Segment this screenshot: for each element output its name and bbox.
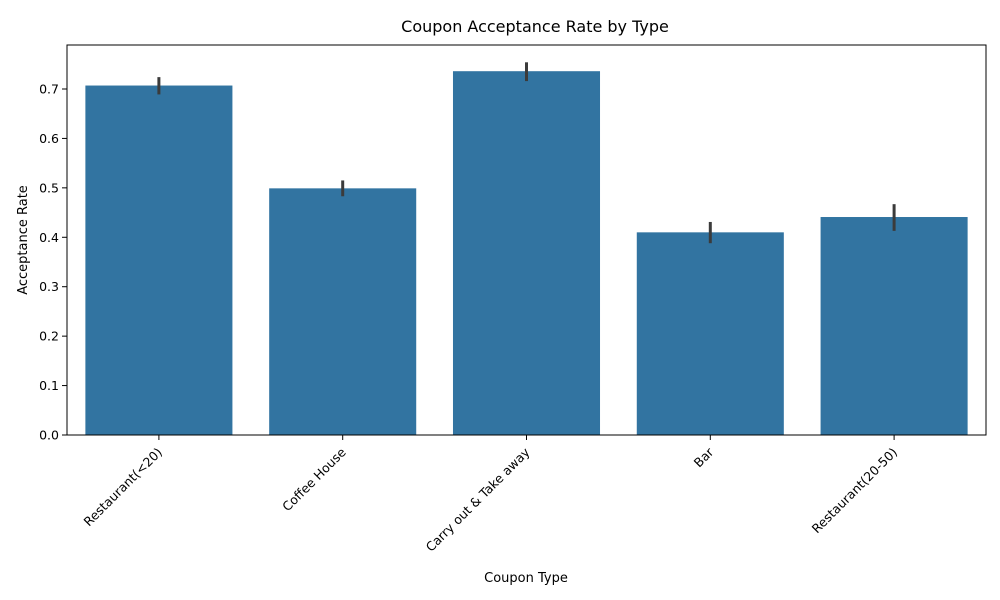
bars-group	[85, 71, 968, 435]
y-tick-label-2: 0.2	[39, 329, 59, 344]
bar-3	[636, 232, 784, 435]
y-axis-label: Acceptance Rate	[16, 185, 31, 295]
bar-2	[452, 71, 601, 435]
y-tick-label-1: 0.1	[39, 378, 59, 393]
y-axis: 0.0 0.1 0.2 0.3 0.4 0.5 0.6 0.7	[39, 81, 67, 443]
bar-1	[269, 188, 417, 435]
y-tick-label-4: 0.4	[39, 230, 59, 245]
x-tick-label-2: Carry out & Take away	[423, 444, 533, 554]
bar-0	[85, 85, 233, 435]
x-axis: Restaurant(<20) Coffee House Carry out & T…	[80, 435, 900, 555]
x-axis-label: Coupon Type	[484, 571, 568, 586]
y-tick-label-5: 0.5	[39, 180, 59, 195]
x-tick-label-4: Restaurant(20-50)	[809, 445, 901, 537]
bar-4	[820, 217, 968, 435]
x-tick-label-3: Bar	[691, 444, 717, 470]
chart-title: Coupon Acceptance Rate by Type	[401, 17, 669, 36]
y-tick-label-7: 0.7	[39, 81, 59, 96]
y-tick-label-3: 0.3	[39, 279, 59, 294]
plot-frame	[66, 44, 987, 436]
x-tick-label-1: Coffee House	[279, 444, 349, 514]
y-tick-label-6: 0.6	[39, 131, 59, 146]
error-bars-group	[157, 62, 896, 244]
x-tick-label-0: Restaurant(<20)	[80, 445, 165, 530]
y-tick-label-0: 0.0	[39, 428, 59, 443]
